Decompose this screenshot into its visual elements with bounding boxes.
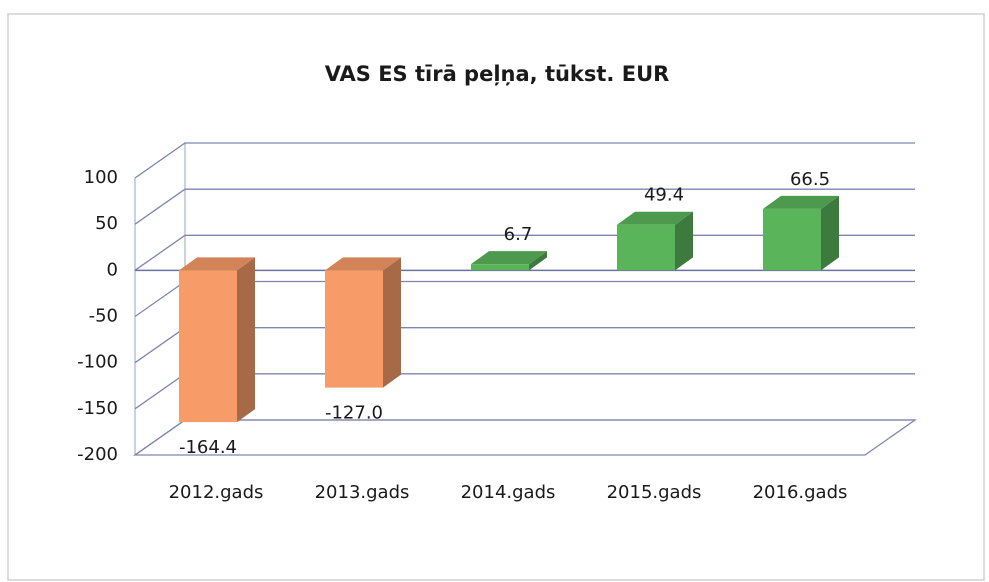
y-tick-label: -150 <box>77 398 118 419</box>
floor <box>132 419 918 456</box>
y-tick-label: 100 <box>84 167 118 188</box>
x-tick-label: 2016.gads <box>753 482 848 503</box>
x-tick-label: 2015.gads <box>607 482 702 503</box>
bar-side <box>675 211 693 271</box>
data-label: -164.4 <box>179 437 237 458</box>
x-tick-label: 2013.gads <box>315 482 410 503</box>
x-tick-label: 2014.gads <box>461 482 556 503</box>
grid-line <box>134 188 915 225</box>
x-tick-label: 2012.gads <box>169 482 264 503</box>
y-tick-label: -50 <box>89 306 118 327</box>
bar-top <box>617 211 693 225</box>
y-tick-label: -200 <box>77 444 118 465</box>
bar <box>471 264 529 271</box>
bar-side <box>821 195 839 271</box>
bar-side <box>383 257 401 388</box>
y-tick-label: 0 <box>107 259 118 280</box>
chart-title: VAS ES tīrā peļņa, tūkst. EUR <box>325 62 670 86</box>
data-label: 49.4 <box>644 185 684 206</box>
data-label: -127.0 <box>325 403 383 424</box>
bar-side <box>529 251 547 271</box>
bar-top <box>325 257 401 271</box>
data-label: 66.5 <box>790 169 830 190</box>
bar <box>617 224 675 271</box>
grid-line <box>134 142 915 179</box>
bar <box>763 208 821 271</box>
bar-side <box>237 257 255 423</box>
y-tick-label: 50 <box>95 213 118 234</box>
y-tick-label: -100 <box>77 352 118 373</box>
bar <box>325 270 383 388</box>
bar <box>179 270 237 423</box>
data-label: 6.7 <box>504 224 533 245</box>
bar-top <box>179 257 255 271</box>
bar-top <box>471 251 547 265</box>
bar-top <box>763 195 839 209</box>
